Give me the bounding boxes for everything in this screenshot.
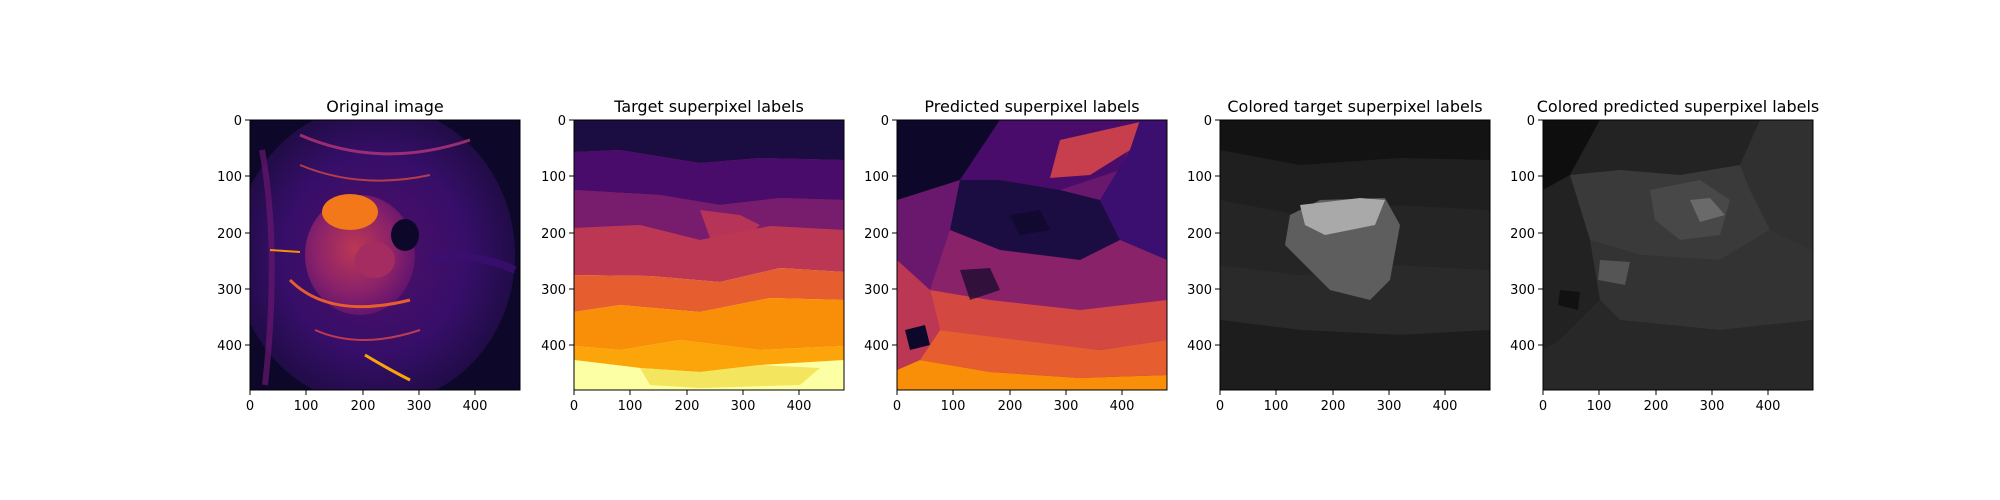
x-tick-label: 100 (1587, 399, 1612, 414)
y-axis: 0 100 200 300 400 (864, 114, 897, 354)
y-tick-label: 100 (864, 170, 889, 185)
x-axis: 0 100 200 300 400 (570, 390, 812, 414)
x-tick-label: 0 (893, 399, 901, 414)
y-tick-label: 400 (1510, 339, 1535, 354)
panel-predicted-superpixel-labels: Predicted superpixel labels 0 100 200 30… (864, 97, 1168, 414)
x-axis: 0 100 200 300 400 (893, 390, 1135, 414)
y-axis: 0 100 200 300 400 (541, 114, 574, 354)
x-tick-label: 200 (675, 399, 700, 414)
y-tick-label: 300 (217, 283, 242, 298)
y-tick-label: 200 (1187, 227, 1212, 242)
x-tick-label: 300 (1377, 399, 1402, 414)
y-tick-label: 300 (864, 283, 889, 298)
panel-title: Target superpixel labels (613, 97, 804, 116)
y-tick-label: 100 (1510, 170, 1535, 185)
image-predicted-labels (897, 120, 1167, 390)
y-tick-label: 400 (864, 339, 889, 354)
x-tick-label: 400 (1756, 399, 1781, 414)
y-tick-label: 0 (234, 114, 242, 129)
y-tick-label: 200 (1510, 227, 1535, 242)
axes-frame (1542, 119, 1814, 391)
y-tick-label: 400 (217, 339, 242, 354)
y-axis: 0 100 200 300 400 (1187, 114, 1220, 354)
x-tick-label: 0 (570, 399, 578, 414)
axes-frame (573, 119, 845, 391)
x-tick-label: 200 (1321, 399, 1346, 414)
x-tick-label: 200 (1644, 399, 1669, 414)
x-tick-label: 300 (407, 399, 432, 414)
y-tick-label: 0 (1527, 114, 1535, 129)
y-tick-label: 300 (541, 283, 566, 298)
y-tick-label: 100 (541, 170, 566, 185)
x-axis: 0 100 200 300 400 (246, 390, 488, 414)
panel-title: Colored target superpixel labels (1227, 97, 1482, 116)
panel-title: Colored predicted superpixel labels (1537, 97, 1820, 116)
y-axis: 0 100 200 300 400 (217, 114, 250, 354)
image-colored-target-labels (1220, 120, 1490, 390)
axes-frame (249, 119, 521, 391)
y-tick-label: 300 (1187, 283, 1212, 298)
y-tick-label: 200 (541, 227, 566, 242)
x-tick-label: 0 (246, 399, 254, 414)
y-tick-label: 0 (881, 114, 889, 129)
y-tick-label: 100 (217, 170, 242, 185)
x-tick-label: 100 (618, 399, 643, 414)
axes-frame (1219, 119, 1491, 391)
y-tick-label: 0 (1204, 114, 1212, 129)
x-tick-label: 300 (731, 399, 756, 414)
x-tick-label: 100 (1264, 399, 1289, 414)
x-tick-label: 0 (1539, 399, 1547, 414)
image-target-labels (574, 120, 844, 390)
x-tick-label: 400 (463, 399, 488, 414)
panel-colored-target-superpixel-labels: Colored target superpixel labels 0 100 2… (1187, 97, 1491, 414)
x-tick-label: 100 (294, 399, 319, 414)
x-tick-label: 200 (998, 399, 1023, 414)
y-tick-label: 300 (1510, 283, 1535, 298)
y-tick-label: 0 (558, 114, 566, 129)
x-axis: 0 100 200 300 400 (1539, 390, 1781, 414)
x-axis: 0 100 200 300 400 (1216, 390, 1458, 414)
y-axis: 0 100 200 300 400 (1510, 114, 1543, 354)
x-tick-label: 100 (941, 399, 966, 414)
x-tick-label: 300 (1700, 399, 1725, 414)
panel-title: Predicted superpixel labels (924, 97, 1139, 116)
x-tick-label: 400 (787, 399, 812, 414)
x-tick-label: 0 (1216, 399, 1224, 414)
y-tick-label: 100 (1187, 170, 1212, 185)
y-tick-label: 400 (1187, 339, 1212, 354)
panel-colored-predicted-superpixel-labels: Colored predicted superpixel labels 0 10… (1510, 97, 1819, 414)
x-tick-label: 400 (1110, 399, 1135, 414)
y-tick-label: 400 (541, 339, 566, 354)
axes-frame (896, 119, 1168, 391)
image-original (250, 120, 520, 390)
image-colored-predicted-labels (1543, 120, 1813, 390)
panel-original-image: Original image 0 100 200 300 400 0 (217, 97, 521, 414)
panel-target-superpixel-labels: Target superpixel labels 0 100 200 300 4… (541, 97, 845, 414)
y-tick-label: 200 (217, 227, 242, 242)
y-tick-label: 200 (864, 227, 889, 242)
x-tick-label: 300 (1054, 399, 1079, 414)
x-tick-label: 200 (351, 399, 376, 414)
panel-title: Original image (326, 97, 444, 116)
x-tick-label: 400 (1433, 399, 1458, 414)
